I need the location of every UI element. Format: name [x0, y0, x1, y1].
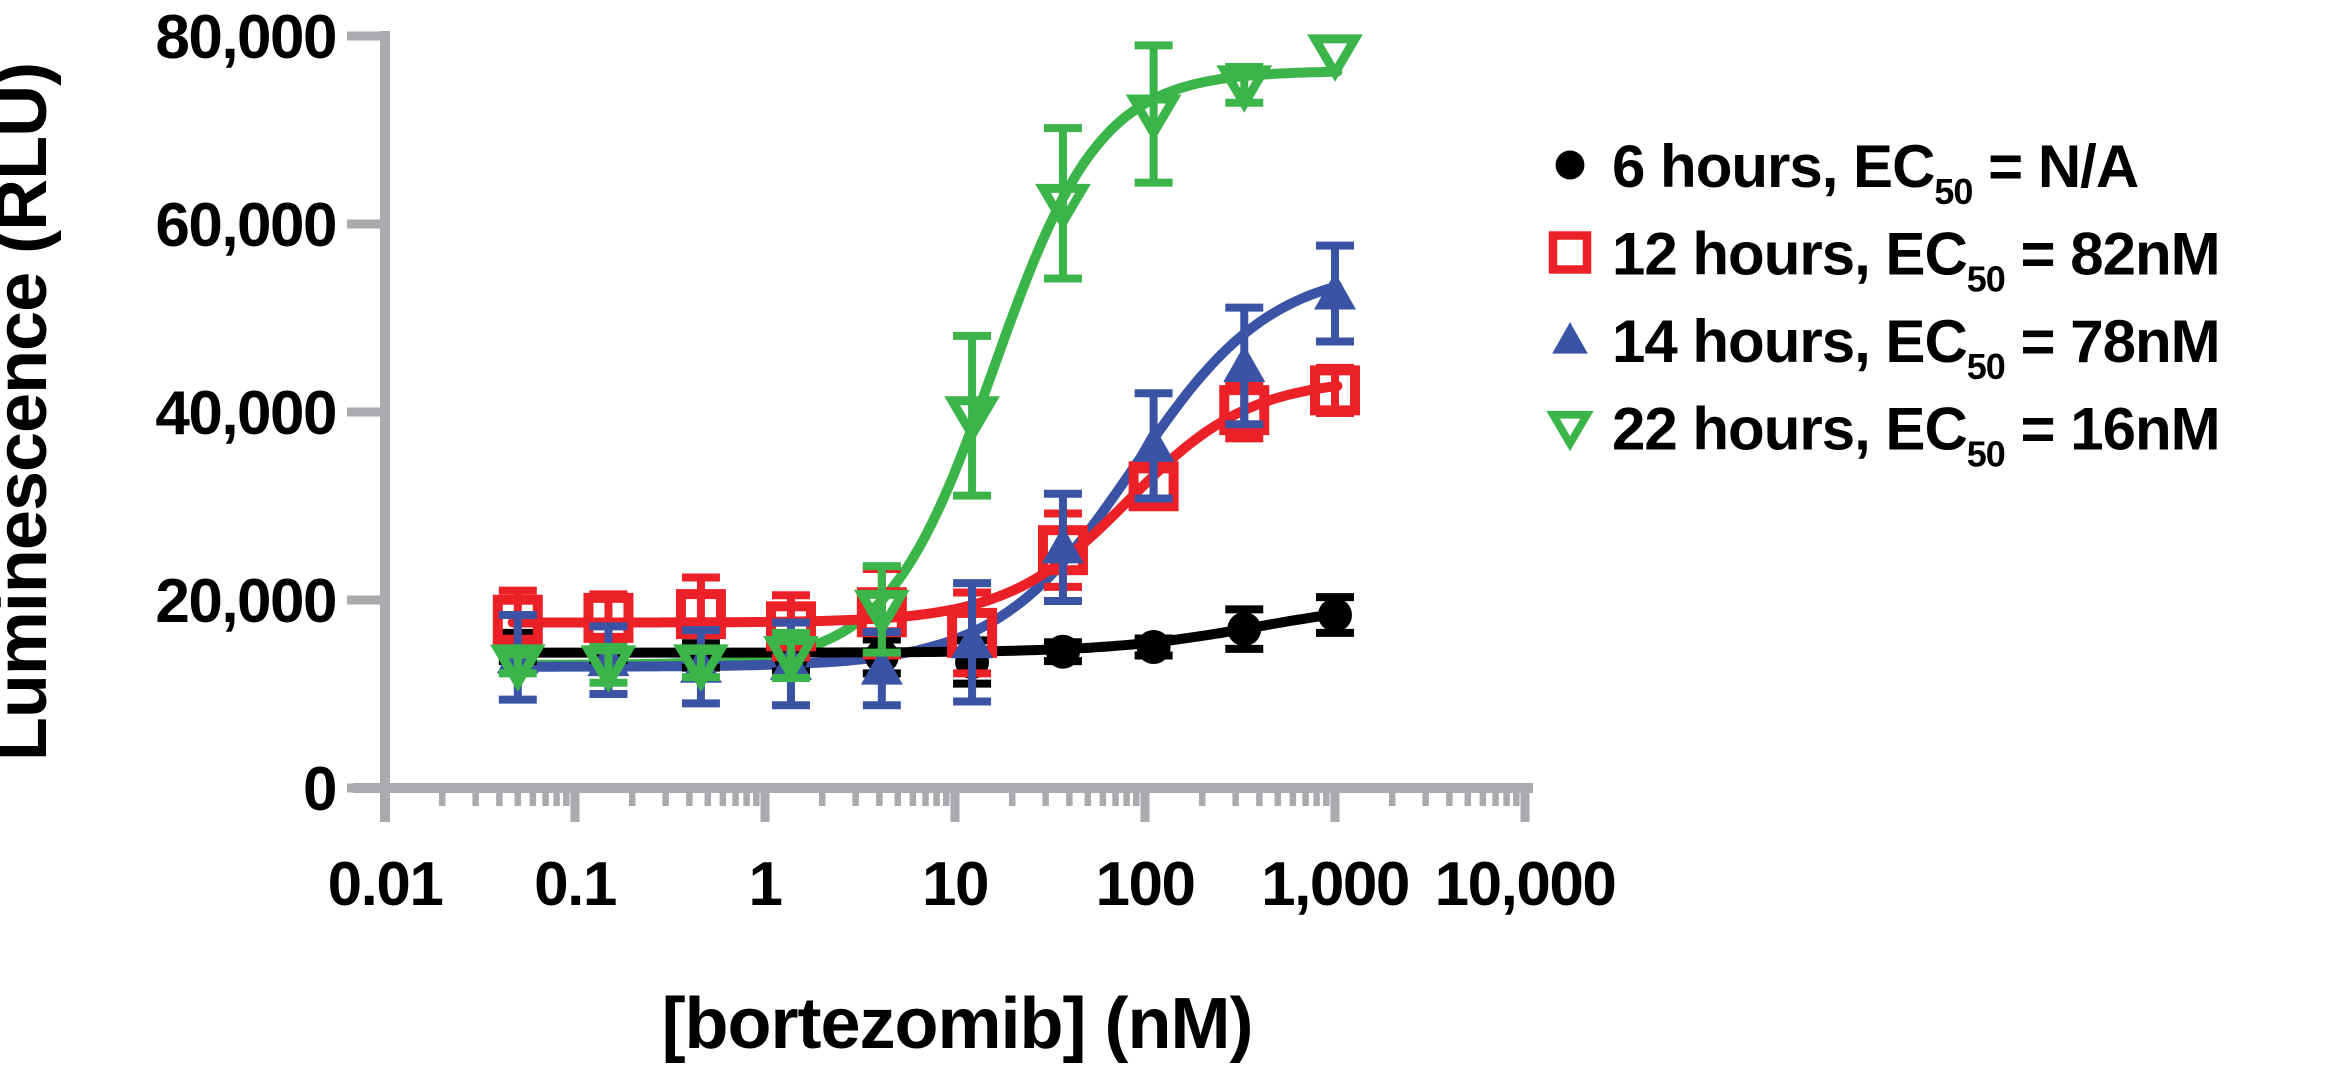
- fit-curves: [507, 66, 1343, 672]
- series-14-hours-marker: [1132, 424, 1175, 462]
- x-tick-label: 100: [1096, 850, 1195, 919]
- series-22-hours-marker: [944, 396, 1000, 444]
- x-tick-label: 0.01: [328, 850, 443, 919]
- series-22-hours-marker: [1125, 94, 1182, 142]
- y-axis: 0 20,000 40,000 60,000 80,000 Luminescence (R…: [0, 3, 390, 824]
- series-22-hours-markers: [489, 34, 1363, 693]
- legend-item-6-hours: 6 hours, EC50 = N/A: [1555, 133, 2139, 212]
- x-axis: 0.01 0.1 1 10 100 1,000 10,000 [bortezomib] (nM…: [328, 783, 1617, 1064]
- legend-item-14-hours: 14 hours, EC50 = 78nM: [1552, 308, 2221, 387]
- x-tick-label: 1,000: [1261, 850, 1409, 919]
- series-14-hours-marker: [1223, 344, 1266, 382]
- circle-filled-icon: [1555, 150, 1585, 180]
- legend-item-12-hours: 12 hours, EC50 = 82nM: [1548, 221, 2221, 300]
- x-tick-label: 10: [922, 850, 988, 919]
- legend-item-label: 14 hours, EC50 = 78nM: [1612, 308, 2220, 387]
- series-14-hours-marker: [1314, 272, 1356, 310]
- y-tick-label: 0: [303, 755, 336, 824]
- series-14-hours-marker: [1041, 526, 1084, 564]
- legend: 6 hours, EC50 = N/A 12 hours, EC50 = 82nM…: [1546, 133, 2221, 475]
- series-12-hours-fit-curve: [507, 380, 1343, 628]
- series-22-hours-marker: [853, 589, 910, 638]
- legend-item-label: 12 hours, EC50 = 82nM: [1612, 221, 2220, 300]
- legend-item-label: 6 hours, EC50 = N/A: [1612, 133, 2138, 212]
- x-tick-label: 10,000: [1435, 850, 1616, 919]
- triangle-down-open-icon: [1546, 410, 1594, 452]
- series-22-hours-marker: [673, 644, 729, 692]
- x-axis-title: [bortezomib] (nM): [662, 984, 1253, 1064]
- square-open-icon: [1548, 231, 1592, 274]
- y-tick-label: 20,000: [155, 567, 336, 636]
- legend-item-22-hours: 22 hours, EC50 = 16nM: [1546, 396, 2221, 475]
- series-22-hours-marker: [580, 645, 637, 693]
- series-22-hours-marker: [1307, 34, 1363, 82]
- series-6-hours-fit-curve: [507, 608, 1343, 658]
- series-12-hours-marker: [1310, 365, 1360, 416]
- y-axis-title: Luminescence (RLU): [0, 63, 62, 761]
- triangle-up-filled-icon: [1552, 322, 1588, 354]
- x-tick-label: 1: [749, 850, 782, 919]
- series-22-hours-marker: [1035, 183, 1091, 232]
- legend-item-label: 22 hours, EC50 = 16nM: [1612, 396, 2220, 475]
- series-22-hours-marker: [763, 635, 819, 684]
- series-22-hours-marker: [1216, 65, 1273, 113]
- series-22-hours-marker: [489, 644, 546, 692]
- series-14-hours-marker: [860, 647, 903, 685]
- series-14-hours-marker: [951, 621, 994, 659]
- series-22-hours: [489, 34, 1363, 693]
- series-6-hours-marker: [1227, 612, 1262, 647]
- series-6-hours-marker: [1136, 630, 1171, 664]
- y-tick-label: 40,000: [155, 379, 336, 448]
- x-tick-label: 0.1: [534, 850, 616, 919]
- y-tick-label: 80,000: [155, 3, 336, 72]
- series-6-hours-marker: [1045, 634, 1080, 669]
- series-6-hours-marker: [1318, 598, 1352, 633]
- y-tick-label: 60,000: [155, 191, 336, 260]
